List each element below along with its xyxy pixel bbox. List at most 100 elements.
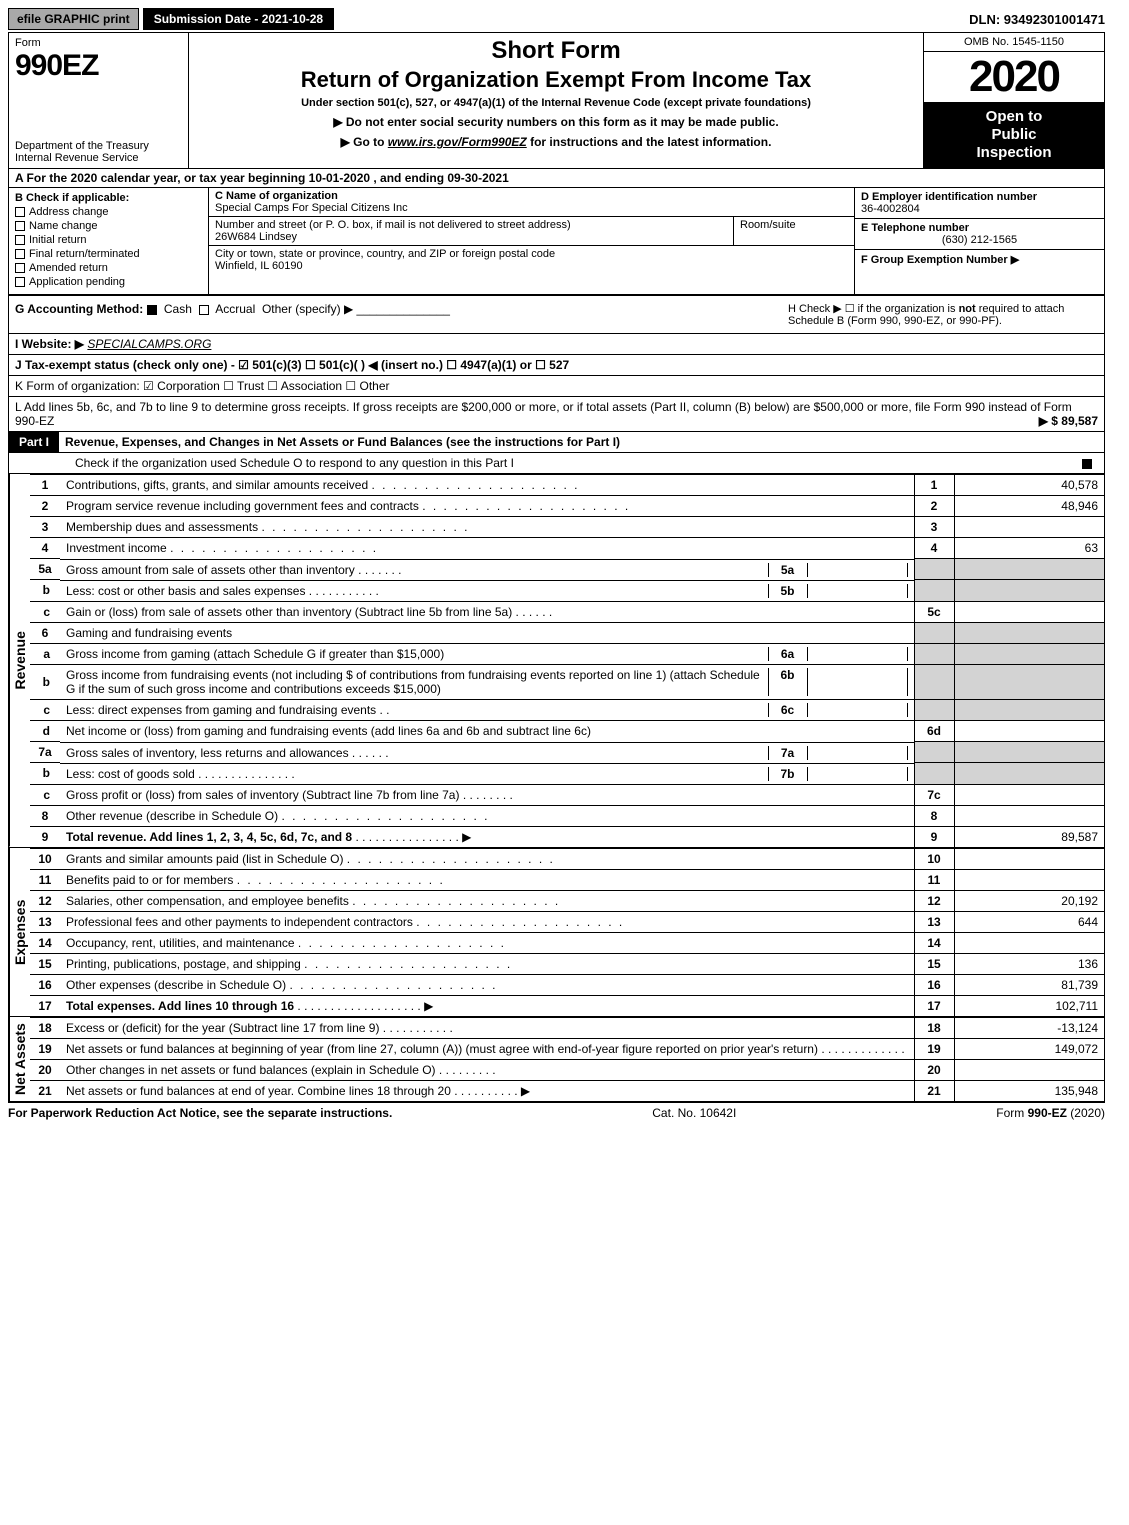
subtitle: Under section 501(c), 527, or 4947(a)(1)… (195, 97, 917, 109)
line-6: 6Gaming and fundraising events (30, 622, 1104, 643)
instructions-link-line: ▶ Go to www.irs.gov/Form990EZ for instru… (195, 135, 917, 149)
omb-number: OMB No. 1545-1150 (924, 33, 1104, 52)
dept-line-1: Department of the Treasury (15, 140, 182, 152)
ssn-warning: ▶ Do not enter social security numbers o… (195, 115, 917, 129)
form-container: Form 990EZ Department of the Treasury In… (8, 32, 1105, 1102)
row-j: J Tax-exempt status (check only one) - ☑… (9, 354, 1104, 375)
line-7a: 7aGross sales of inventory, less returns… (30, 742, 1104, 763)
line-9: 9Total revenue. Add lines 1, 2, 3, 4, 5c… (30, 826, 1104, 847)
form-number: 990EZ (15, 49, 182, 83)
efile-print-button[interactable]: efile GRAPHIC print (8, 8, 139, 30)
irs-link[interactable]: www.irs.gov/Form990EZ (388, 135, 527, 149)
city-state-zip: Winfield, IL 60190 (215, 260, 303, 272)
open-public-badge: Open to Public Inspection (924, 102, 1104, 168)
net-assets-vertical-label: Net Assets (9, 1017, 30, 1101)
year-column: OMB No. 1545-1150 2020 Open to Public In… (924, 33, 1104, 168)
dept-line-2: Internal Revenue Service (15, 152, 182, 164)
line-14: 14Occupancy, rent, utilities, and mainte… (30, 932, 1104, 953)
catalog-number: Cat. No. 10642I (652, 1106, 736, 1120)
c-label: C Name of organization (215, 190, 338, 202)
form-title-column: Short Form Return of Organization Exempt… (189, 33, 924, 168)
line-10: 10Grants and similar amounts paid (list … (30, 848, 1104, 869)
tax-year: 2020 (924, 52, 1104, 102)
org-name: Special Camps For Special Citizens Inc (215, 202, 408, 214)
return-title: Return of Organization Exempt From Incom… (195, 67, 917, 93)
open-line-3: Inspection (928, 144, 1100, 162)
check-final-return[interactable]: Final return/terminated (15, 248, 202, 260)
warn2-pre: ▶ Go to (341, 135, 388, 149)
section-b: B Check if applicable: Address change Na… (9, 188, 209, 294)
line-15: 15Printing, publications, postage, and s… (30, 953, 1104, 974)
g-label: G Accounting Method: (15, 302, 143, 316)
part-1-label: Part I (9, 432, 59, 452)
check-amended-return[interactable]: Amended return (15, 262, 202, 274)
short-form-title: Short Form (195, 37, 917, 65)
d-label: D Employer identification number (861, 191, 1037, 203)
submission-date-badge: Submission Date - 2021-10-28 (143, 8, 334, 30)
check-initial-return[interactable]: Initial return (15, 234, 202, 246)
dln-label: DLN: 93492301001471 (969, 12, 1105, 27)
part-1-check-text: Check if the organization used Schedule … (69, 453, 1074, 473)
street-address: 26W684 Lindsey (215, 231, 297, 243)
line-7b: bLess: cost of goods sold . . . . . . . … (30, 763, 1104, 785)
warn2-post: for instructions and the latest informat… (527, 135, 772, 149)
b-label: B Check if applicable: (15, 192, 202, 204)
top-bar-left: efile GRAPHIC print Submission Date - 20… (8, 8, 334, 30)
telephone: (630) 212-1565 (861, 234, 1098, 246)
line-12: 12Salaries, other compensation, and empl… (30, 890, 1104, 911)
check-application-pending[interactable]: Application pending (15, 276, 202, 288)
line-3: 3Membership dues and assessments 3 (30, 517, 1104, 538)
line-16: 16Other expenses (describe in Schedule O… (30, 974, 1104, 995)
accrual-checkbox[interactable] (199, 305, 209, 315)
paperwork-notice: For Paperwork Reduction Act Notice, see … (8, 1106, 392, 1120)
line-7c: cGross profit or (loss) from sales of in… (30, 784, 1104, 805)
line-6d: dNet income or (loss) from gaming and fu… (30, 721, 1104, 742)
line-13: 13Professional fees and other payments t… (30, 911, 1104, 932)
row-l: L Add lines 5b, 6c, and 7b to line 9 to … (9, 396, 1104, 431)
form-header: Form 990EZ Department of the Treasury In… (9, 33, 1104, 169)
form-label: Form (15, 37, 182, 49)
line-1: 1Contributions, gifts, grants, and simil… (30, 475, 1104, 496)
city-label: City or town, state or province, country… (215, 248, 555, 260)
line-4: 4Investment income 463 (30, 538, 1104, 559)
ein: 36-4002804 (861, 203, 920, 215)
i-label: I Website: ▶ (15, 337, 84, 351)
line-8: 8Other revenue (describe in Schedule O) … (30, 805, 1104, 826)
row-i: I Website: ▶ SPECIALCAMPS.ORG (9, 333, 1104, 354)
line-11: 11Benefits paid to or for members 11 (30, 869, 1104, 890)
line-5c: cGain or (loss) from sale of assets othe… (30, 601, 1104, 622)
website-link[interactable]: SPECIALCAMPS.ORG (87, 337, 211, 351)
line-18: 18Excess or (deficit) for the year (Subt… (30, 1017, 1104, 1038)
line-20: 20Other changes in net assets or fund ba… (30, 1059, 1104, 1080)
page-footer: For Paperwork Reduction Act Notice, see … (8, 1102, 1105, 1123)
form-id-column: Form 990EZ Department of the Treasury In… (9, 33, 189, 168)
open-line-1: Open to (928, 108, 1100, 126)
f-label: F Group Exemption Number ▶ (861, 254, 1019, 266)
line-5b: bLess: cost or other basis and sales exp… (30, 580, 1104, 602)
part-1-header: Part I Revenue, Expenses, and Changes in… (9, 431, 1104, 452)
revenue-vertical-label: Revenue (9, 474, 30, 847)
line-6b: bGross income from fundraising events (n… (30, 664, 1104, 699)
net-assets-section: Net Assets 18Excess or (deficit) for the… (9, 1016, 1104, 1101)
line-6c: cLess: direct expenses from gaming and f… (30, 699, 1104, 721)
cash-checkbox[interactable] (147, 305, 157, 315)
row-g: G Accounting Method: Cash Accrual Other … (15, 302, 768, 327)
open-line-2: Public (928, 126, 1100, 144)
gross-receipts-amount: ▶ $ 89,587 (1039, 414, 1098, 428)
check-name-change[interactable]: Name change (15, 220, 202, 232)
row-h: H Check ▶ ☐ if the organization is not r… (788, 302, 1098, 327)
line-19: 19Net assets or fund balances at beginni… (30, 1038, 1104, 1059)
part-1-title: Revenue, Expenses, and Changes in Net As… (59, 432, 1104, 452)
e-label: E Telephone number (861, 222, 969, 234)
part-1-check-row: Check if the organization used Schedule … (9, 452, 1104, 473)
row-k: K Form of organization: ☑ Corporation ☐ … (9, 375, 1104, 396)
line-6a: aGross income from gaming (attach Schedu… (30, 643, 1104, 664)
line-21: 21Net assets or fund balances at end of … (30, 1080, 1104, 1101)
revenue-section: Revenue 1Contributions, gifts, grants, a… (9, 473, 1104, 847)
check-address-change[interactable]: Address change (15, 206, 202, 218)
expenses-section: Expenses 10Grants and similar amounts pa… (9, 847, 1104, 1016)
section-d-e-f: D Employer identification number 36-4002… (854, 188, 1104, 294)
line-17: 17Total expenses. Add lines 10 through 1… (30, 995, 1104, 1016)
schedule-o-checkbox[interactable] (1082, 459, 1092, 469)
form-ref: Form 990-EZ (2020) (996, 1106, 1105, 1120)
